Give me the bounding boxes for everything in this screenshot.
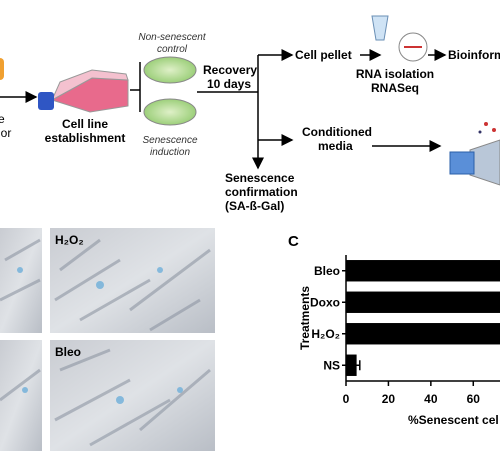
senescence-induction-label: Senescence induction	[142, 135, 197, 158]
micrographs	[0, 228, 215, 451]
chart: C Treatments %Senescent cel 0 20 40 60 Bleo D…	[288, 233, 500, 427]
confirmation-label: Senescence confirmation (SA-ß-Gal)	[225, 171, 298, 213]
bar	[346, 260, 500, 282]
bioinformatics-label: Bioinform	[448, 48, 500, 62]
y-tick-label: NS	[323, 358, 340, 372]
dish	[143, 56, 197, 84]
tube-icon	[371, 15, 389, 41]
x-tick-label: 0	[343, 392, 350, 406]
cell-line-label: Cell line establishment	[45, 117, 126, 145]
panel-label: C	[288, 233, 299, 250]
x-tick-label: 20	[382, 392, 396, 406]
y-tick-label: H₂O₂	[311, 327, 340, 341]
image-label: Bleo	[55, 345, 81, 359]
rna-label: RNA isolation RNASeq	[356, 67, 434, 95]
bar	[346, 354, 357, 376]
cell-pellet-label: Cell pellet	[295, 48, 352, 62]
donor-text: enor	[0, 112, 11, 140]
error-bar	[353, 360, 361, 371]
non-senescent-label: Non-senescent control	[138, 32, 206, 55]
recovery-label: Recovery 10 days	[203, 63, 257, 91]
x-tick-label: 60	[467, 392, 481, 406]
flask-icon	[38, 69, 129, 113]
dish	[143, 98, 197, 126]
donor-icon	[0, 58, 4, 80]
y-tick-label: Bleo	[314, 264, 340, 278]
y-axis-title: Treatments	[298, 286, 312, 350]
y-tick-label: Doxo	[310, 295, 340, 309]
plate-icon	[449, 151, 475, 175]
bar	[346, 291, 500, 313]
x-tick-label: 40	[424, 392, 438, 406]
x-axis-title: %Senescent cel	[408, 413, 499, 427]
bar	[346, 323, 500, 345]
conditioned-label: Conditioned media	[302, 125, 372, 153]
image-label: H₂O₂	[55, 233, 84, 247]
